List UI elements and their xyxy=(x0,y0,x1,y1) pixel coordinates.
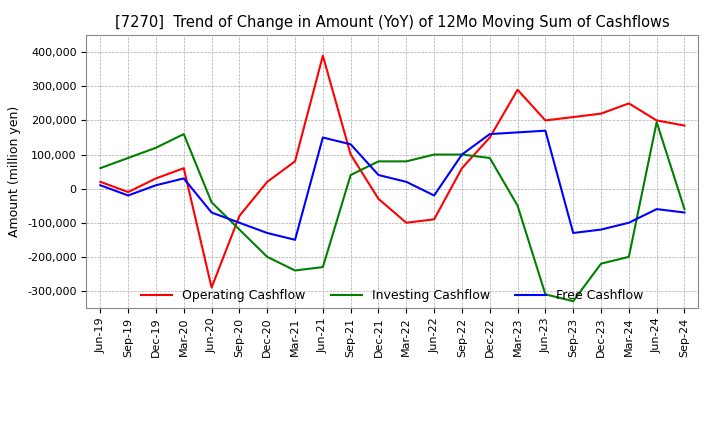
Investing Cashflow xyxy=(430,152,438,157)
Investing Cashflow xyxy=(541,292,550,297)
Investing Cashflow xyxy=(263,254,271,260)
Operating Cashflow xyxy=(318,53,327,58)
Free Cashflow xyxy=(680,210,689,215)
Operating Cashflow xyxy=(652,118,661,123)
Operating Cashflow xyxy=(597,111,606,116)
Operating Cashflow xyxy=(430,216,438,222)
Free Cashflow xyxy=(624,220,633,225)
Line: Investing Cashflow: Investing Cashflow xyxy=(100,122,685,301)
Investing Cashflow xyxy=(402,159,410,164)
Free Cashflow xyxy=(597,227,606,232)
Operating Cashflow xyxy=(291,159,300,164)
Operating Cashflow xyxy=(458,165,467,171)
Investing Cashflow xyxy=(235,227,243,232)
Operating Cashflow xyxy=(402,220,410,225)
Operating Cashflow xyxy=(179,165,188,171)
Operating Cashflow xyxy=(124,189,132,194)
Investing Cashflow xyxy=(513,203,522,208)
Free Cashflow xyxy=(96,183,104,188)
Free Cashflow xyxy=(124,193,132,198)
Free Cashflow xyxy=(652,206,661,212)
Free Cashflow xyxy=(318,135,327,140)
Free Cashflow xyxy=(152,183,161,188)
Free Cashflow xyxy=(569,230,577,235)
Free Cashflow xyxy=(374,172,383,178)
Investing Cashflow xyxy=(291,268,300,273)
Free Cashflow xyxy=(485,132,494,137)
Operating Cashflow xyxy=(541,118,550,123)
Title: [7270]  Trend of Change in Amount (YoY) of 12Mo Moving Sum of Cashflows: [7270] Trend of Change in Amount (YoY) o… xyxy=(115,15,670,30)
Free Cashflow xyxy=(291,237,300,242)
Operating Cashflow xyxy=(235,213,243,219)
Operating Cashflow xyxy=(96,179,104,184)
Investing Cashflow xyxy=(318,264,327,270)
Free Cashflow xyxy=(346,142,355,147)
Investing Cashflow xyxy=(485,155,494,161)
Operating Cashflow xyxy=(485,135,494,140)
Free Cashflow xyxy=(402,179,410,184)
Operating Cashflow xyxy=(346,152,355,157)
Investing Cashflow xyxy=(458,152,467,157)
Line: Free Cashflow: Free Cashflow xyxy=(100,131,685,240)
Operating Cashflow xyxy=(624,101,633,106)
Free Cashflow xyxy=(179,176,188,181)
Line: Operating Cashflow: Operating Cashflow xyxy=(100,55,685,288)
Free Cashflow xyxy=(207,210,216,215)
Operating Cashflow xyxy=(374,196,383,202)
Free Cashflow xyxy=(430,193,438,198)
Free Cashflow xyxy=(541,128,550,133)
Investing Cashflow xyxy=(624,254,633,260)
Investing Cashflow xyxy=(96,165,104,171)
Operating Cashflow xyxy=(680,123,689,128)
Free Cashflow xyxy=(235,220,243,225)
Free Cashflow xyxy=(458,152,467,157)
Operating Cashflow xyxy=(569,114,577,120)
Investing Cashflow xyxy=(179,132,188,137)
Investing Cashflow xyxy=(346,172,355,178)
Operating Cashflow xyxy=(263,179,271,184)
Investing Cashflow xyxy=(597,261,606,266)
Investing Cashflow xyxy=(207,200,216,205)
Investing Cashflow xyxy=(652,120,661,125)
Investing Cashflow xyxy=(569,298,577,304)
Y-axis label: Amount (million yen): Amount (million yen) xyxy=(9,106,22,237)
Investing Cashflow xyxy=(152,145,161,150)
Operating Cashflow xyxy=(513,87,522,92)
Operating Cashflow xyxy=(152,176,161,181)
Investing Cashflow xyxy=(680,206,689,212)
Free Cashflow xyxy=(513,130,522,135)
Operating Cashflow xyxy=(207,285,216,290)
Investing Cashflow xyxy=(124,155,132,161)
Investing Cashflow xyxy=(374,159,383,164)
Legend: Operating Cashflow, Investing Cashflow, Free Cashflow: Operating Cashflow, Investing Cashflow, … xyxy=(136,284,649,307)
Free Cashflow xyxy=(263,230,271,235)
